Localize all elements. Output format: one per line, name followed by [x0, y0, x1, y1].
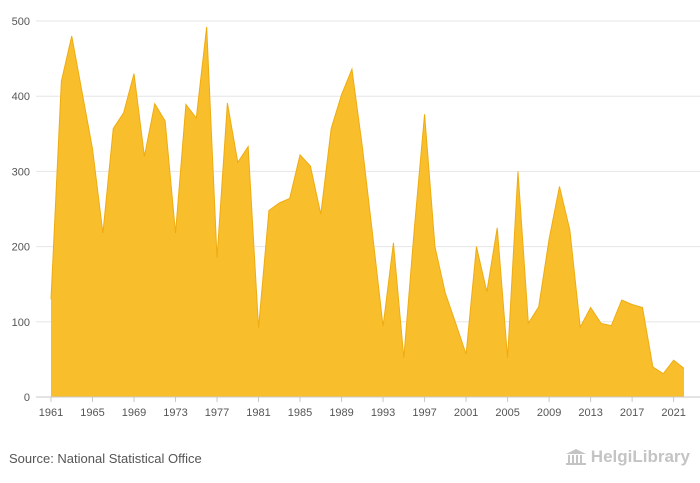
y-tick-label: 0: [24, 392, 30, 404]
y-tick-label: 300: [12, 166, 30, 178]
x-tick-label: 1965: [80, 407, 104, 419]
x-tick-label: 1989: [329, 407, 353, 419]
x-tick-label: 1993: [371, 407, 395, 419]
logo-text: HelgiLibrary: [590, 447, 690, 466]
x-tick-label: 1977: [205, 407, 229, 419]
library-building-icon: [565, 449, 586, 465]
helgi-library-logo: HelgiLibrary: [565, 447, 690, 467]
area-chart: 0 100 200 300 400 500 1961 1965 1969 1973 1977 198…: [12, 16, 700, 419]
source-note: Source: National Statistical Office: [9, 451, 202, 466]
x-axis: 1961 1965 1969 1973 1977 1981 1985 1989 1993 1997…: [39, 397, 686, 419]
x-tick-label: 1961: [39, 407, 63, 419]
x-tick-label: 2001: [454, 407, 478, 419]
x-tick-label: 2009: [537, 407, 561, 419]
y-tick-label: 200: [12, 242, 30, 254]
x-tick-label: 2021: [661, 407, 685, 419]
x-tick-label: 1985: [288, 407, 312, 419]
x-tick-label: 1997: [412, 407, 436, 419]
data-area: [50, 26, 685, 398]
series-line: [50, 26, 685, 375]
x-tick-label: 1973: [163, 407, 187, 419]
y-tick-label: 500: [12, 16, 30, 28]
series-area: [51, 27, 684, 398]
y-axis: 0 100 200 300 400 500: [12, 16, 30, 404]
y-tick-label: 100: [12, 317, 30, 329]
x-tick-label: 2005: [495, 407, 519, 419]
y-tick-label: 400: [12, 91, 30, 103]
x-tick-label: 2013: [578, 407, 602, 419]
x-tick-label: 1981: [246, 407, 270, 419]
x-tick-label: 1969: [122, 407, 146, 419]
x-tick-label: 2017: [620, 407, 644, 419]
